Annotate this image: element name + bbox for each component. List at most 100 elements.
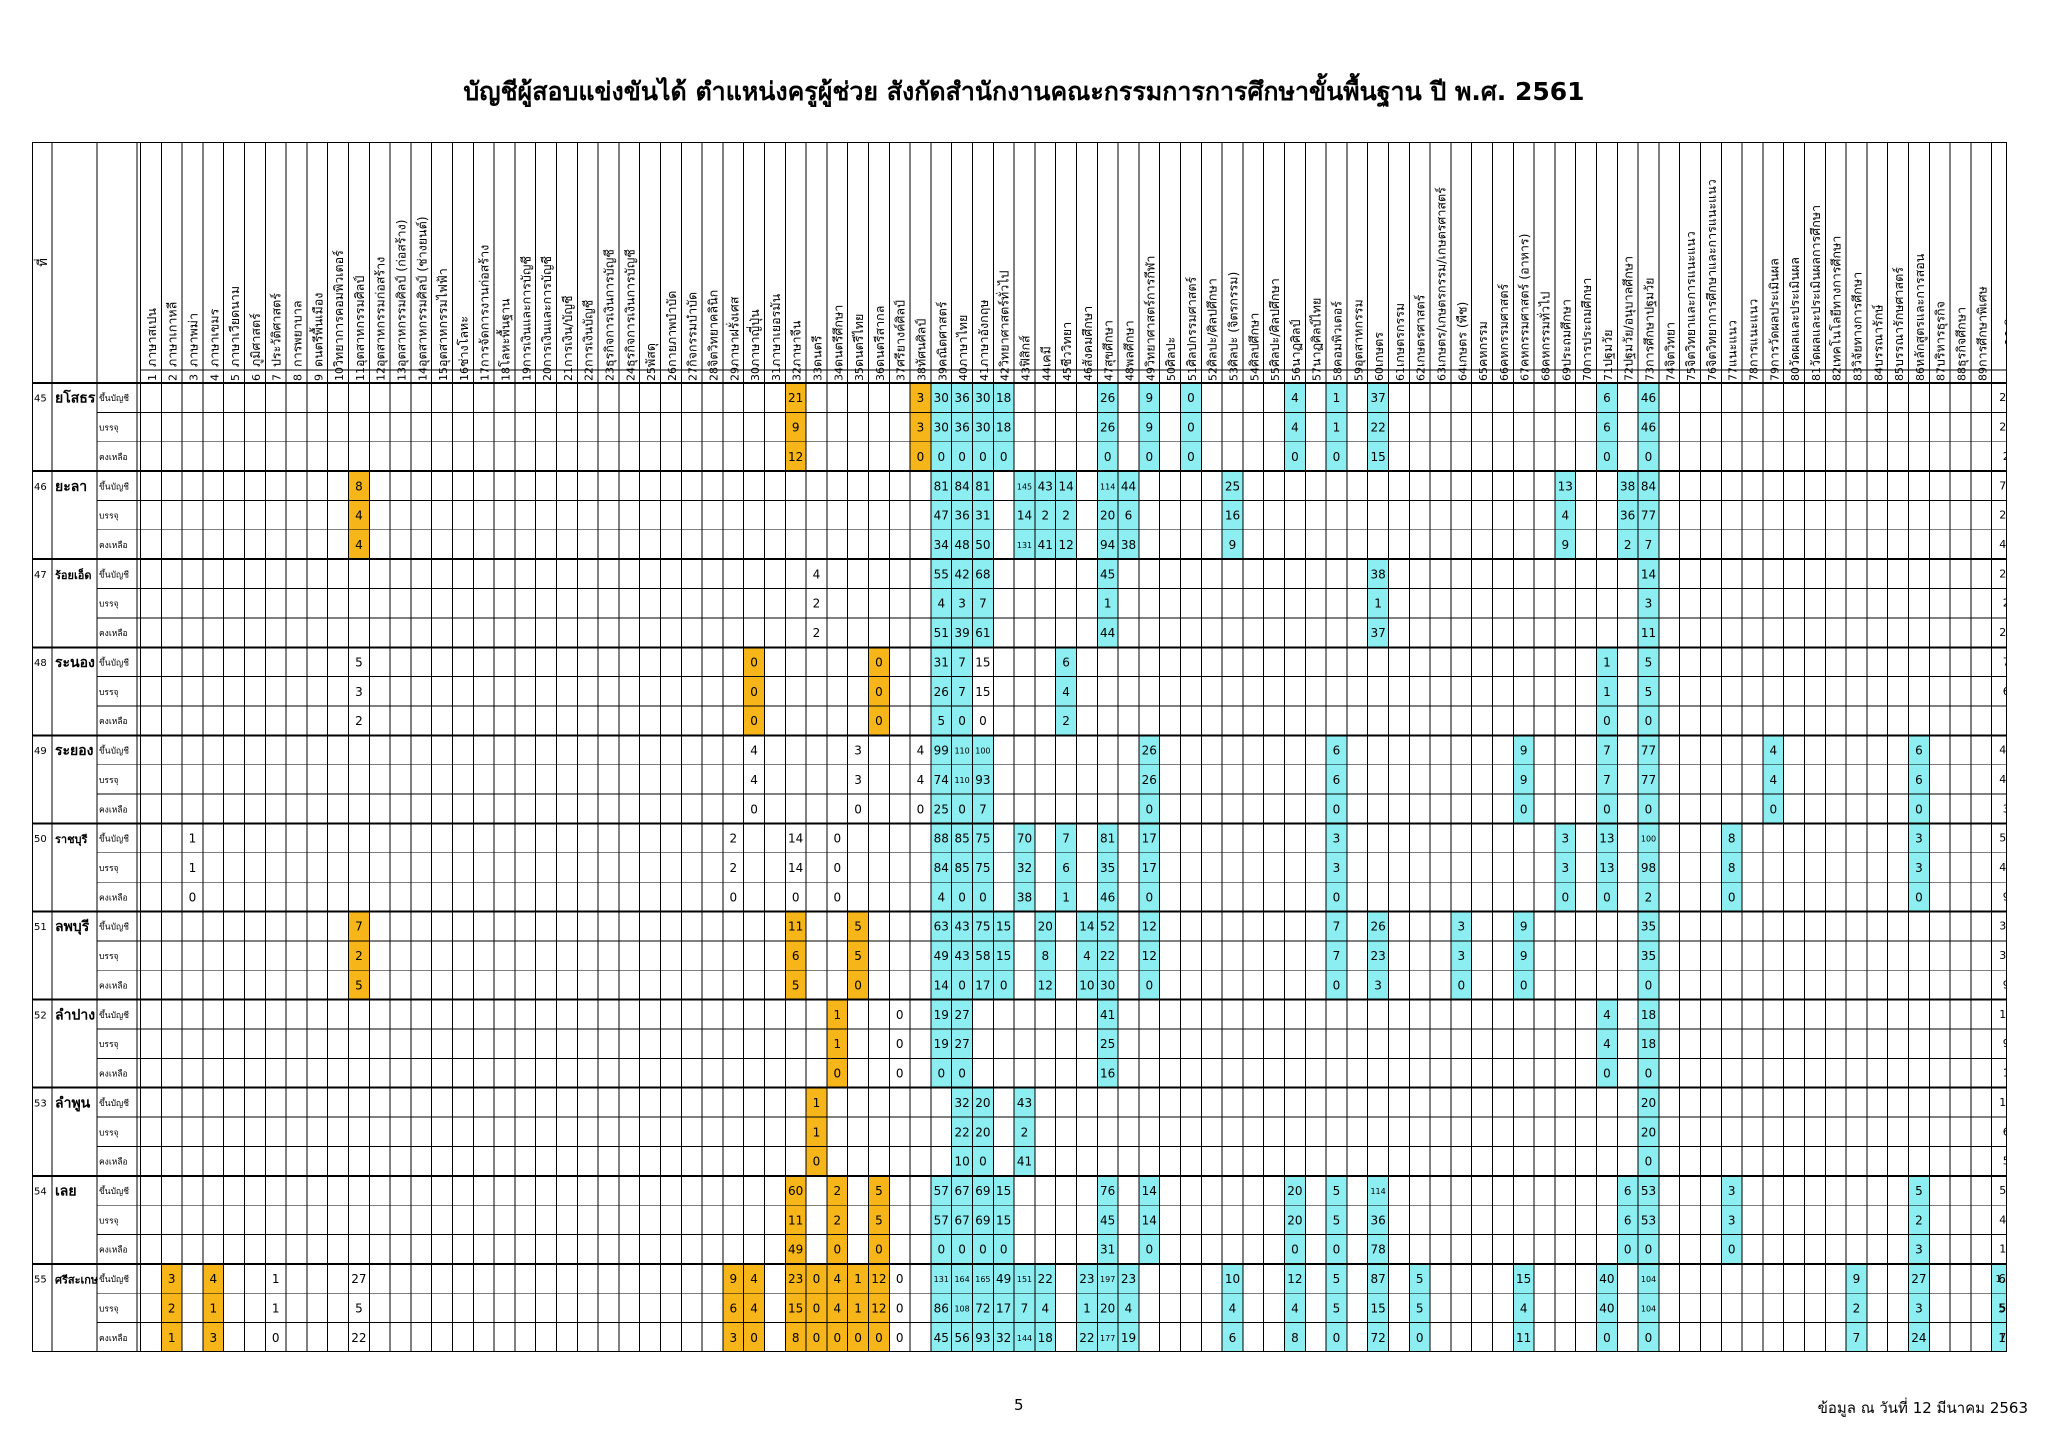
cell-value: 1 [1083,1301,1091,1315]
subject-header: จิตวิทยา [1662,322,1677,367]
subject-header: ศรียางค์ศิลป์ [893,300,908,367]
cell-value: 131 [1017,541,1032,550]
cell-value: 6 [1603,391,1611,405]
row-total: 266 [1999,567,2007,580]
subject-number: 2 [167,374,180,381]
subject-header: คหกรรมศาสตร์ (อาหาร) [1517,234,1532,367]
cell-value: 0 [854,1331,862,1345]
subject-number: 89 [1976,367,1989,381]
cell-value: 1 [854,1272,862,1286]
cell-value: 38 [1370,567,1385,581]
subject-header: อุตสาหกรรมก่อสร้าง [373,257,389,367]
subject-header: ชีววิทยา [1059,322,1074,367]
cell-value: 2 [729,832,737,846]
subject-number: 21 [562,367,575,381]
cell-value: 43 [954,949,969,963]
subject-number: 33 [812,367,825,381]
subject-header: กายภาพบำบัด [664,291,679,367]
cell-value: 8 [792,1331,800,1345]
cell-value: 0 [979,450,987,464]
cell-value: 1 [1333,391,1341,405]
cell-value: 4 [1291,1301,1299,1315]
highlight-block [1554,471,1576,560]
row-total: 94 [2003,1037,2007,1050]
subject-number: 76 [1706,367,1719,381]
subject-header: วิจัยทางการศึกษา [1850,272,1865,367]
cell-value: 7 [1603,773,1611,787]
subject-number: 18 [500,367,513,381]
cell-value: 0 [917,450,925,464]
cell-value: 0 [813,1272,821,1286]
cell-value: 14 [1641,567,1656,581]
subject-header: การเงิน/บัญชี [560,295,575,367]
subject-number: 53 [1228,367,1241,381]
subject-number: 83 [1852,367,1865,381]
cell-value: 4 [1603,1008,1611,1022]
cell-value: 12 [1058,538,1073,552]
cell-value: 25 [1225,479,1240,493]
cell-value: 144 [1017,1334,1032,1343]
row-total: 423 [1999,773,2007,786]
subject-header: ศิลปะ [1163,337,1178,367]
subject-number: 45 [1061,367,1074,381]
subject-header: ธุรกิจการเงินการบัญชี [602,249,618,367]
cell-value: 8 [1041,949,1049,963]
cell-value: 0 [1000,978,1008,992]
cell-value: 4 [833,1301,841,1315]
highlight-block [930,823,952,912]
row-label: คงเหลือ [99,1245,128,1256]
cell-value: 131 [934,1275,949,1284]
province-name: ลพบุรี [55,919,90,935]
cell-value: 0 [896,1067,904,1081]
subject-header: ทัศนศิลป์ [914,319,929,367]
subject-number: 65 [1477,367,1490,381]
cell-value: 0 [1333,450,1341,464]
subject-header: คหกรรมทั่วไป [1537,292,1553,367]
cell-value: 41 [1017,1155,1032,1169]
cell-value: 0 [1645,1067,1653,1081]
cell-value: 49 [934,949,949,963]
highlight-block [951,735,973,824]
cell-value: 15 [996,1213,1011,1227]
subject-number: 41 [978,367,991,381]
subject-number: 17 [479,367,492,381]
cell-value: 12 [1287,1272,1302,1286]
cell-value: 0 [1603,1067,1611,1081]
subject-number: 72 [1623,367,1636,381]
cell-value: 31 [975,509,990,523]
cell-value: 7 [1021,1301,1029,1315]
highlight-block [868,1175,890,1264]
subject-number: 25 [645,367,658,381]
cell-value: 0 [1145,890,1153,904]
cell-value: 1 [189,832,197,846]
highlight-block [1638,647,1659,736]
cell-value: 6 [1062,655,1070,669]
highlight-block [785,383,807,472]
cell-value: 85 [954,832,969,846]
highlight-block [847,911,869,1000]
cell-value: 94 [1100,538,1115,552]
province-number: 51 [34,922,47,933]
cell-value: 74 [934,773,949,787]
highlight-block [826,1175,848,1264]
cell-value: 23 [1121,1272,1136,1286]
cell-value: 81 [975,479,990,493]
cell-value: 11 [788,1213,803,1227]
cell-value: 0 [979,1243,987,1257]
cell-value: 32 [996,1331,1011,1345]
province-number: 50 [34,834,47,845]
highlight-block [1721,823,1743,912]
cell-value: 19 [934,1037,949,1051]
cell-value: 15 [1516,1272,1531,1286]
cell-value: 17 [1142,832,1157,846]
subject-number: 51 [1186,367,1199,381]
cell-value: 1 [813,1096,821,1110]
subject-header: ดนตรีพื้นเมือง [308,293,325,367]
row-label: บรรจุ [99,1040,119,1050]
row-total: 397 [1999,920,2007,933]
row-label: คงเหลือ [99,716,128,727]
cell-value: 26 [1100,421,1115,435]
cell-value: 10 [954,1155,969,1169]
cell-value: 34 [934,538,949,552]
cell-value: 4 [1062,685,1070,699]
